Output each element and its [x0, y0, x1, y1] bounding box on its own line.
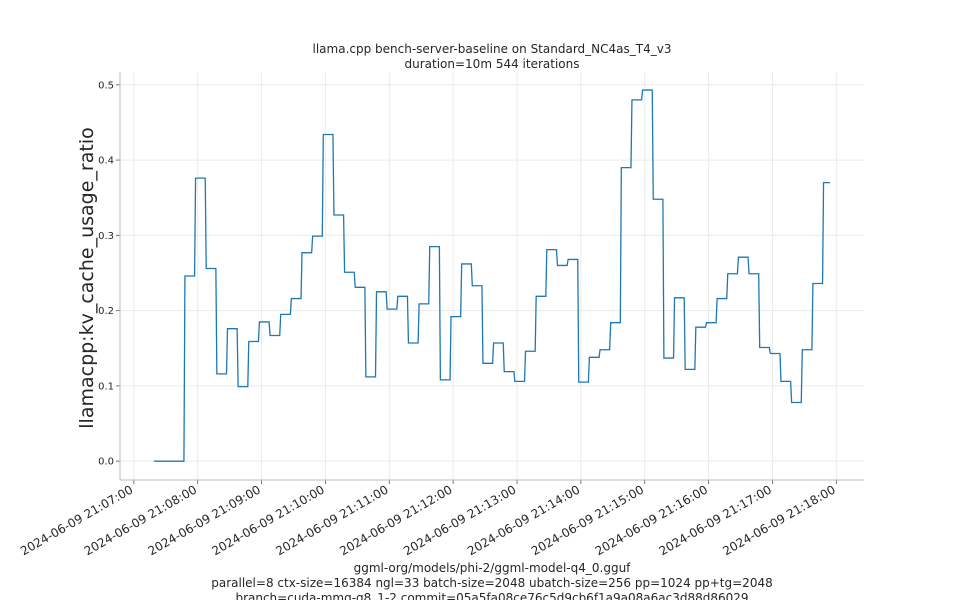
x-tick-label: 2024-06-09 21:15:00	[529, 482, 646, 558]
x-tick-label: 2024-06-09 21:11:00	[273, 482, 390, 558]
x-axis-label-line-1: ggml-org/models/phi-2/ggml-model-q4_0.gg…	[354, 561, 632, 575]
y-tick-label: 0.2	[98, 306, 114, 317]
y-tick-label: 0.4	[98, 156, 114, 167]
x-tick-label: 2024-06-09 21:07:00	[18, 482, 135, 558]
x-tick-label: 2024-06-09 21:12:00	[337, 482, 454, 558]
grid	[120, 72, 864, 480]
y-axis-label: llamacpp:kv_cache_usage_ratio	[76, 127, 98, 428]
x-tick-label: 2024-06-09 21:13:00	[401, 482, 518, 558]
x-tick-label: 2024-06-09 21:18:00	[720, 482, 837, 558]
x-tick-label: 2024-06-09 21:16:00	[593, 482, 710, 558]
chart-title: llama.cpp bench-server-baseline on Stand…	[313, 42, 672, 56]
x-tick-label: 2024-06-09 21:10:00	[210, 482, 327, 558]
x-axis-label-line-3: branch=cuda-mmq-q8_1-2 commit=05a5fa08ce…	[235, 591, 748, 600]
y-tick-label: 0.5	[98, 80, 114, 91]
y-tick-label: 0.1	[98, 381, 114, 392]
chart-subtitle: duration=10m 544 iterations	[405, 57, 580, 71]
series-line	[154, 89, 830, 462]
x-axis-label-line-2: parallel=8 ctx-size=16384 ngl=33 batch-s…	[211, 576, 772, 590]
x-tick-label: 2024-06-09 21:09:00	[146, 482, 263, 558]
y-tick-label: 0.0	[98, 457, 114, 468]
y-tick-label: 0.3	[98, 231, 114, 242]
x-tick-label: 2024-06-09 21:14:00	[465, 482, 582, 558]
x-tick-label: 2024-06-09 21:08:00	[82, 482, 199, 558]
x-tick-label: 2024-06-09 21:17:00	[657, 482, 774, 558]
